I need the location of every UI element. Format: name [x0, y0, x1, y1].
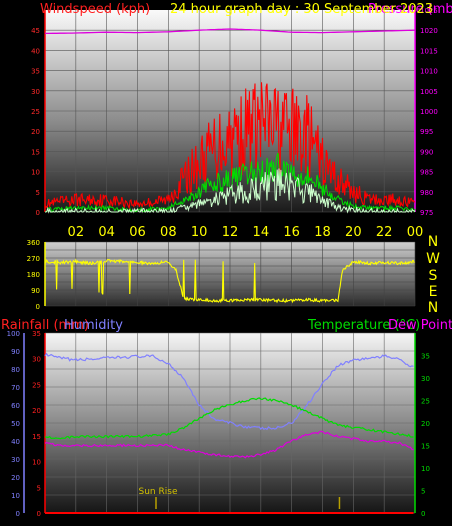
pressure-tick-label: 1000	[420, 108, 438, 116]
wind-y-tick-label: 5	[36, 189, 40, 197]
humidity-tick-label: 40	[11, 438, 20, 446]
pressure-tick-label: 995	[420, 128, 433, 136]
x-tick-label: 12	[222, 225, 239, 240]
x-tick-label: 10	[191, 225, 208, 240]
temp-tick-label: 25	[421, 398, 430, 406]
temp-tick-label: 30	[421, 375, 430, 383]
wind-y-tick-label: 25	[31, 108, 40, 116]
direction-tick-label: 90	[31, 287, 40, 295]
temp-tick-label: 5	[421, 488, 425, 496]
wind-lull-series	[45, 168, 416, 214]
wind-y-tick-label: 45	[31, 27, 40, 35]
humidity-axis-title: Humidity	[64, 318, 123, 333]
pressure-tick-label: 1020	[420, 27, 438, 35]
pressure-tick-label: 975	[420, 209, 433, 217]
dewpoint-axis-title: Dew Point	[388, 318, 452, 333]
pressure-tick-label: 990	[420, 148, 433, 156]
rain-tick-label: 30	[32, 356, 41, 364]
temp-tick-label: 35	[421, 353, 430, 361]
windspeed-axis-title: Windspeed (kph)	[40, 2, 150, 17]
temp-tick-label: 15	[421, 443, 430, 451]
pressure-tick-label: 1015	[420, 47, 438, 55]
humidity-tick-label: 20	[11, 474, 20, 482]
direction-tick-label: 360	[27, 239, 40, 247]
sun-rise-annotation: Sun Rise	[139, 487, 178, 497]
pressure-tick-label: 985	[420, 169, 433, 177]
chart-title: 24 hour graph day : 30 September 2023	[170, 2, 433, 17]
x-tick-label: 02	[68, 225, 85, 240]
pressure-tick-label: 1025	[420, 7, 438, 15]
rain-tick-label: 35	[32, 330, 41, 338]
x-tick-label: 06	[129, 225, 146, 240]
x-tick-label: 14	[253, 225, 270, 240]
temp-tick-label: 20	[421, 420, 430, 428]
rainfall-axis-title: Rainfall (mm)	[1, 318, 89, 333]
x-tick-label: 00	[407, 225, 424, 240]
compass-label: S	[429, 268, 438, 284]
humidity-tick-label: 30	[11, 456, 20, 464]
x-tick-label: 22	[376, 225, 393, 240]
compass-label: E	[429, 284, 438, 300]
pressure-series	[45, 28, 416, 35]
pressure-tick-label: 980	[420, 189, 433, 197]
humidity-tick-label: 60	[11, 402, 20, 410]
x-tick-label: 18	[314, 225, 331, 240]
x-tick-label: 08	[160, 225, 177, 240]
temp-tick-label: 10	[421, 465, 430, 473]
wind-y-tick-label: 35	[31, 68, 40, 76]
temperature-axis-title: Temperature (°C)	[307, 318, 420, 333]
compass-label: W	[426, 251, 440, 267]
rain-tick-label: 10	[32, 459, 41, 467]
compass-label: N	[428, 234, 438, 250]
humidity-tick-label: 100	[7, 330, 20, 338]
humidity-tick-label: 10	[11, 492, 20, 500]
rain-tick-label: 25	[32, 381, 41, 389]
compass-label: N	[428, 300, 438, 316]
x-tick-label: 16	[283, 225, 300, 240]
humidity-tick-label: 70	[11, 384, 20, 392]
pressure-tick-label: 1010	[420, 68, 438, 76]
wind-y-tick-label: 10	[31, 169, 40, 177]
wind-y-tick-label: 40	[31, 47, 40, 55]
pressure-axis-title: Pressure (mb)	[368, 2, 452, 17]
dewpoint-series	[44, 430, 414, 459]
humidity-tick-label: 80	[11, 366, 20, 374]
rain-tick-label: 20	[32, 407, 41, 415]
wind-gust-series	[44, 82, 416, 210]
direction-tick-label: 0	[36, 303, 40, 311]
rain-tick-label: 15	[32, 433, 41, 441]
temperature-series	[44, 397, 414, 440]
rain-tick-label: 0	[37, 510, 41, 518]
wind-y-tick-label: 0	[36, 209, 40, 217]
wind-average-series	[44, 152, 416, 213]
rain-tick-label: 5	[37, 484, 41, 492]
humidity-tick-label: 50	[11, 420, 20, 428]
pressure-tick-label: 1005	[420, 88, 438, 96]
x-tick-label: 04	[98, 225, 115, 240]
direction-series	[44, 258, 415, 304]
direction-tick-label: 270	[27, 255, 40, 263]
humidity-series	[44, 352, 414, 431]
wind-y-tick-label: 15	[31, 148, 40, 156]
wind-y-tick-label: 20	[31, 128, 40, 136]
temp-tick-label: 0	[421, 510, 425, 518]
humidity-tick-label: 0	[16, 510, 20, 518]
x-tick-label: 20	[345, 225, 362, 240]
direction-tick-label: 180	[27, 271, 40, 279]
humidity-tick-label: 90	[11, 348, 20, 356]
wind-y-tick-label: 30	[31, 88, 40, 96]
